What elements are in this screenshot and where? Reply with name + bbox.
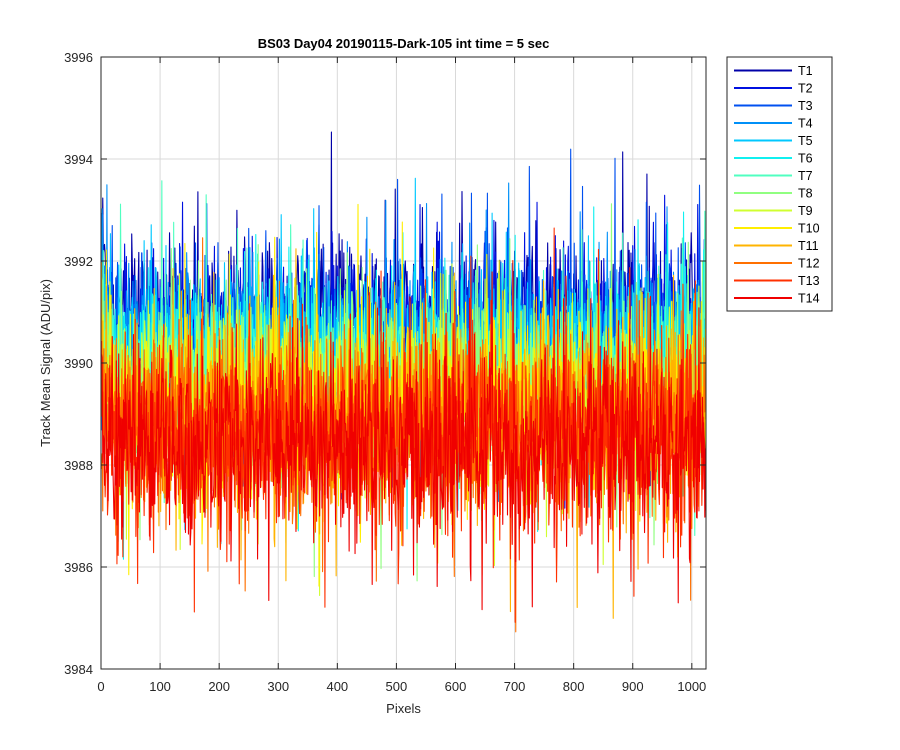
y-tick-label: 3996 [64, 50, 93, 65]
chart-title: BS03 Day04 20190115-Dark-105 int time = … [258, 36, 550, 51]
legend-label-t3: T3 [798, 99, 813, 113]
y-tick-label: 3992 [64, 254, 93, 269]
legend-label-t9: T9 [798, 204, 813, 218]
x-tick-label: 800 [563, 679, 585, 694]
legend-label-t6: T6 [798, 152, 813, 166]
legend-label-t8: T8 [798, 187, 813, 201]
series-lines [101, 131, 706, 633]
legend-label-t4: T4 [798, 117, 813, 131]
legend-label-t1: T1 [798, 64, 813, 78]
y-tick-label: 3986 [64, 560, 93, 575]
y-tick-label: 3990 [64, 356, 93, 371]
legend-label-t10: T10 [798, 222, 820, 236]
x-tick-label: 900 [622, 679, 644, 694]
legend-label-t2: T2 [798, 82, 813, 96]
x-tick-label: 300 [267, 679, 289, 694]
legend-label-t13: T13 [798, 274, 820, 288]
x-tick-label: 600 [445, 679, 467, 694]
x-tick-label: 0 [97, 679, 104, 694]
x-tick-label: 700 [504, 679, 526, 694]
y-tick-label: 3988 [64, 458, 93, 473]
legend-label-t12: T12 [798, 257, 820, 271]
legend-label-t5: T5 [798, 134, 813, 148]
y-axis-label: Track Mean Signal (ADU/pix) [38, 279, 53, 447]
legend-box [726, 56, 833, 312]
x-axis-label: Pixels [386, 701, 421, 716]
y-tick-label: 3994 [64, 152, 93, 167]
legend-label-t7: T7 [798, 169, 813, 183]
y-tick-label: 3984 [64, 662, 93, 677]
legend: T1 T2 T3 T4 T5 T6 T7 T8 T9 T10 T11 T12 T13 T14 [726, 56, 833, 312]
x-tick-label: 100 [149, 679, 171, 694]
legend-label-t14: T14 [798, 292, 820, 306]
x-tick-label: 500 [386, 679, 408, 694]
legend-label-t11: T11 [798, 239, 819, 253]
x-tick-label: 200 [208, 679, 230, 694]
series-line-t14 [101, 271, 706, 611]
axes: 0 100 200 300 400 500 600 700 800 900 1000 3984 3986… [64, 50, 706, 694]
x-tick-label: 400 [326, 679, 348, 694]
x-tick-label: 1000 [677, 679, 706, 694]
